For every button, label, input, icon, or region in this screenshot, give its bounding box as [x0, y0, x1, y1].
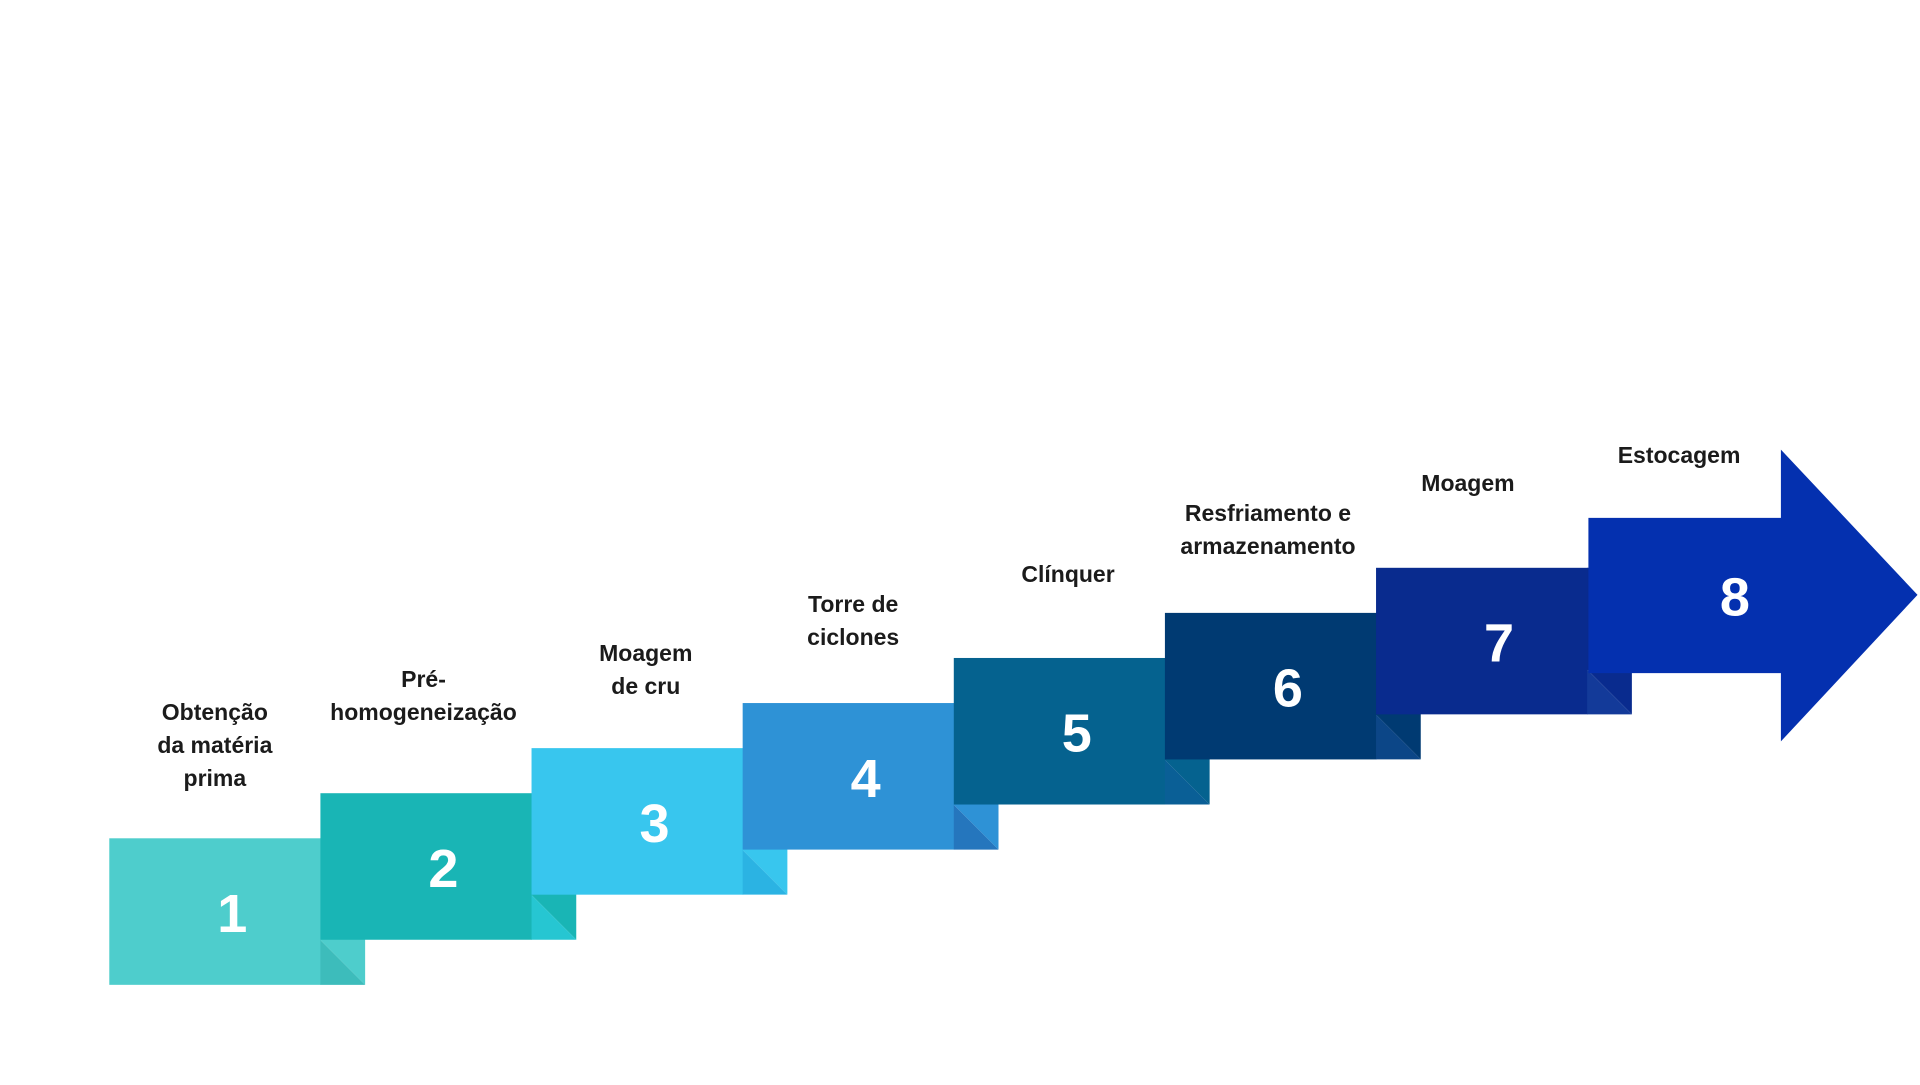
step-7-label-line: Moagem: [1421, 470, 1515, 497]
step-7-block: [1376, 567, 1588, 715]
step-4-label-line: ciclones: [807, 624, 900, 651]
step-2-block: [320, 793, 533, 940]
step-2-label-line: Pré-: [401, 666, 446, 692]
step-5-block: [953, 657, 1166, 805]
step-4-block: [742, 703, 955, 850]
step-1-label: Obtenção da matéria prima: [85, 696, 345, 795]
step-3-block: [531, 748, 744, 895]
step-4: 4: [742, 703, 999, 850]
step-8: 8: [1588, 449, 1918, 742]
step-8-label-line: Estocagem: [1617, 441, 1741, 468]
step-1-label-line: Obtenção: [161, 698, 268, 725]
step-2-number: 2: [428, 839, 458, 899]
step-2-label: Pré-homogeneização: [293, 663, 553, 729]
step-4-fold: [953, 804, 999, 850]
step-6-fold: [1376, 714, 1421, 760]
step-2-label-line: homogeneização: [330, 699, 517, 725]
step-3-label-line: Moagem: [599, 639, 693, 666]
step-3: 3: [531, 748, 788, 895]
step-6-label: Resfriamento e armazenamento: [1138, 497, 1398, 563]
step-1-fold: [320, 940, 366, 985]
step-1-label-line: da matéria: [157, 731, 273, 758]
step-6-number: 6: [1273, 659, 1303, 719]
step-8-label: Estocagem: [1549, 439, 1809, 472]
step-3-fold: [742, 849, 788, 895]
step-6-label-line: armazenamento: [1180, 532, 1356, 559]
step-7-number: 7: [1484, 614, 1514, 674]
step-4-label-line: Torre de: [808, 591, 899, 618]
step-6-block: [1164, 612, 1377, 760]
step-4-number: 4: [851, 749, 881, 809]
step-6-label-line: Resfriamento e: [1184, 499, 1352, 526]
step-5-label-line: Clínquer: [1021, 561, 1115, 588]
step-7-label: Moagem: [1338, 467, 1598, 500]
step-2-fold: [531, 895, 577, 940]
step-7-fold: [1587, 669, 1632, 715]
step-5-fold: [1164, 759, 1210, 805]
step-1-number: 1: [217, 884, 247, 944]
step-3-label: Moagem de cru: [516, 637, 776, 703]
step-4-label: Torre de ciclones: [723, 588, 983, 654]
step-5-label: Clínquer: [938, 558, 1198, 591]
step-3-number: 3: [639, 794, 669, 854]
step-1-label-line: prima: [183, 764, 247, 791]
step-3-label-line: de cru: [611, 672, 681, 699]
step-8-number: 8: [1720, 567, 1750, 627]
step-5-number: 5: [1062, 704, 1092, 764]
step-1-block: [109, 838, 321, 985]
step-8-arrow: [1588, 449, 1918, 742]
